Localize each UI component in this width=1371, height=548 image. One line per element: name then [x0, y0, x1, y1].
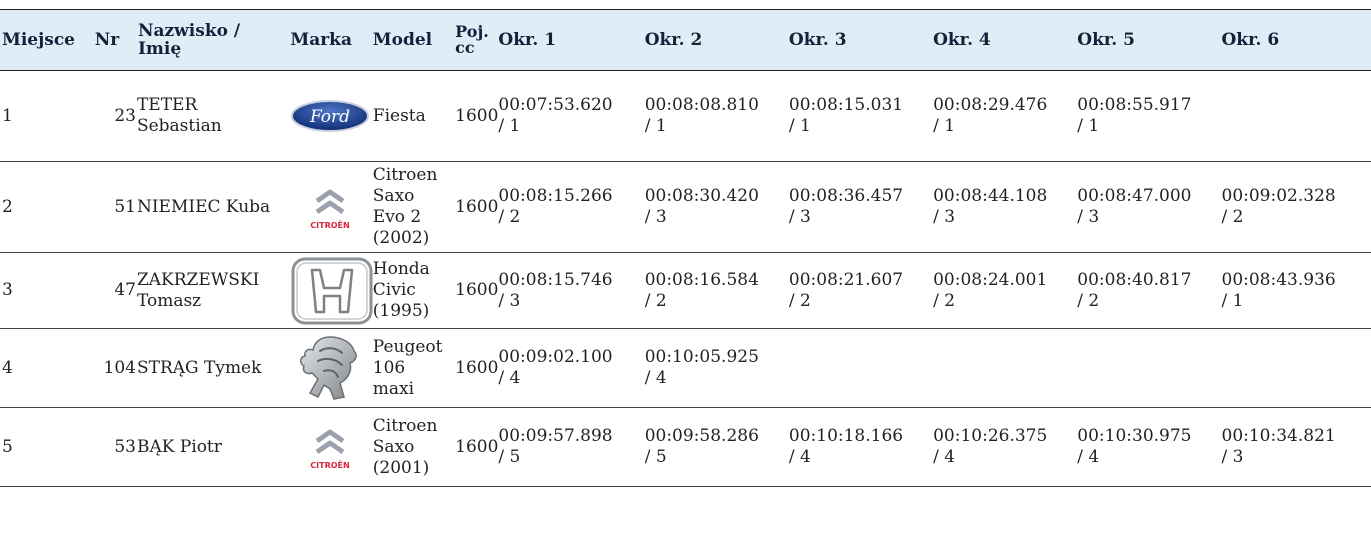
brand-cell: Ford [288, 71, 370, 162]
col-header-lap-4: Okr. 4 [931, 10, 1075, 71]
ford-logo-icon: Ford [290, 99, 370, 133]
lap-cell: 00:10:30.975/ 4 [1075, 408, 1219, 487]
model-cell: Fiesta [371, 71, 453, 162]
lap-cell [931, 329, 1075, 408]
peugeot-lion-logo-icon [290, 333, 370, 403]
lap-cell: 00:10:26.375/ 4 [931, 408, 1075, 487]
lap-cell: 00:08:24.001/ 2 [931, 253, 1075, 329]
table-row: 5 53 BĄK Piotr CITROËN Citroen Saxo (200… [0, 408, 1371, 487]
nr-cell: 47 [93, 253, 136, 329]
driver-name-cell: STRĄG Tymek [136, 329, 288, 408]
col-header-brand: Marka [288, 10, 370, 71]
col-header-lap-1: Okr. 1 [496, 10, 642, 71]
citroen-logo-icon: CITROËN [290, 181, 370, 233]
lap-cell [1220, 71, 1371, 162]
brand-cell: CITROËN [288, 162, 370, 253]
place-cell: 2 [0, 162, 93, 253]
lap-cell: 00:10:34.821/ 3 [1220, 408, 1371, 487]
svg-text:CITROËN: CITROËN [311, 460, 350, 470]
col-header-lap-5: Okr. 5 [1075, 10, 1219, 71]
header-row: Miejsce Nr Nazwisko / Imię Marka Model P… [0, 10, 1371, 71]
cc-cell: 1600 [453, 71, 496, 162]
lap-cell: 00:09:57.898/ 5 [496, 408, 642, 487]
cc-cell: 1600 [453, 253, 496, 329]
lap-cell: 00:09:58.286/ 5 [643, 408, 787, 487]
col-header-lap-2: Okr. 2 [643, 10, 787, 71]
driver-name-cell: NIEMIEC Kuba [136, 162, 288, 253]
col-header-name: Nazwisko / Imię [136, 10, 288, 71]
lap-cell: 00:08:47.000/ 3 [1075, 162, 1219, 253]
svg-text:Ford: Ford [309, 107, 350, 127]
col-header-cc: Poj. cc [453, 10, 496, 71]
lap-cell: 00:08:43.936/ 1 [1220, 253, 1371, 329]
lap-cell: 00:08:30.420/ 3 [643, 162, 787, 253]
brand-cell [288, 253, 370, 329]
lap-cell: 00:08:15.266/ 2 [496, 162, 642, 253]
lap-cell [1075, 329, 1219, 408]
cc-cell: 1600 [453, 408, 496, 487]
lap-cell: 00:08:44.108/ 3 [931, 162, 1075, 253]
nr-cell: 23 [93, 71, 136, 162]
col-header-place: Miejsce [0, 10, 93, 71]
model-cell: Citroen Saxo (2001) [371, 408, 453, 487]
place-cell: 5 [0, 408, 93, 487]
lap-cell: 00:08:21.607/ 2 [787, 253, 931, 329]
table-row: 4 104 STRĄG Tymek Peugeot 106 maxi 1600 [0, 329, 1371, 408]
citroen-logo-icon: CITROËN [290, 421, 370, 473]
col-header-model: Model [371, 10, 453, 71]
cc-cell: 1600 [453, 329, 496, 408]
lap-cell: 00:10:18.166/ 4 [787, 408, 931, 487]
lap-cell: 00:08:40.817/ 2 [1075, 253, 1219, 329]
lap-cell: 00:08:15.031/ 1 [787, 71, 931, 162]
place-cell: 4 [0, 329, 93, 408]
nr-cell: 104 [93, 329, 136, 408]
lap-cell [1220, 329, 1371, 408]
driver-name-cell: BĄK Piotr [136, 408, 288, 487]
lap-cell: 00:08:15.746/ 3 [496, 253, 642, 329]
brand-cell [288, 329, 370, 408]
place-cell: 1 [0, 71, 93, 162]
col-header-nr: Nr [93, 10, 136, 71]
lap-cell: 00:08:08.810/ 1 [643, 71, 787, 162]
lap-cell: 00:08:16.584/ 2 [643, 253, 787, 329]
model-cell: Peugeot 106 maxi [371, 329, 453, 408]
table-row: 1 23 TETER Sebastian Ford Fiesta 1600 0 [0, 71, 1371, 162]
driver-name-cell: TETER Sebastian [136, 71, 288, 162]
table-row: 3 47 ZAKRZEWSKI Tomasz Honda Civic (1995… [0, 253, 1371, 329]
brand-cell: CITROËN [288, 408, 370, 487]
honda-logo-icon [290, 256, 374, 326]
lap-cell: 00:08:55.917/ 1 [1075, 71, 1219, 162]
results-table: Miejsce Nr Nazwisko / Imię Marka Model P… [0, 9, 1371, 487]
lap-cell: 00:08:36.457/ 3 [787, 162, 931, 253]
model-cell: Citroen Saxo Evo 2 (2002) [371, 162, 453, 253]
lap-cell: 00:09:02.328/ 2 [1220, 162, 1371, 253]
lap-cell [787, 329, 931, 408]
place-cell: 3 [0, 253, 93, 329]
col-header-lap-3: Okr. 3 [787, 10, 931, 71]
nr-cell: 51 [93, 162, 136, 253]
lap-cell: 00:07:53.620/ 1 [496, 71, 642, 162]
model-cell: Honda Civic (1995) [371, 253, 453, 329]
lap-cell: 00:10:05.925/ 4 [643, 329, 787, 408]
cc-cell: 1600 [453, 162, 496, 253]
table-row: 2 51 NIEMIEC Kuba CITROËN Citroen Saxo E… [0, 162, 1371, 253]
col-header-lap-6: Okr. 6 [1220, 10, 1371, 71]
lap-cell: 00:08:29.476/ 1 [931, 71, 1075, 162]
svg-text:CITROËN: CITROËN [311, 220, 350, 230]
lap-cell: 00:09:02.100/ 4 [496, 329, 642, 408]
driver-name-cell: ZAKRZEWSKI Tomasz [136, 253, 288, 329]
nr-cell: 53 [93, 408, 136, 487]
